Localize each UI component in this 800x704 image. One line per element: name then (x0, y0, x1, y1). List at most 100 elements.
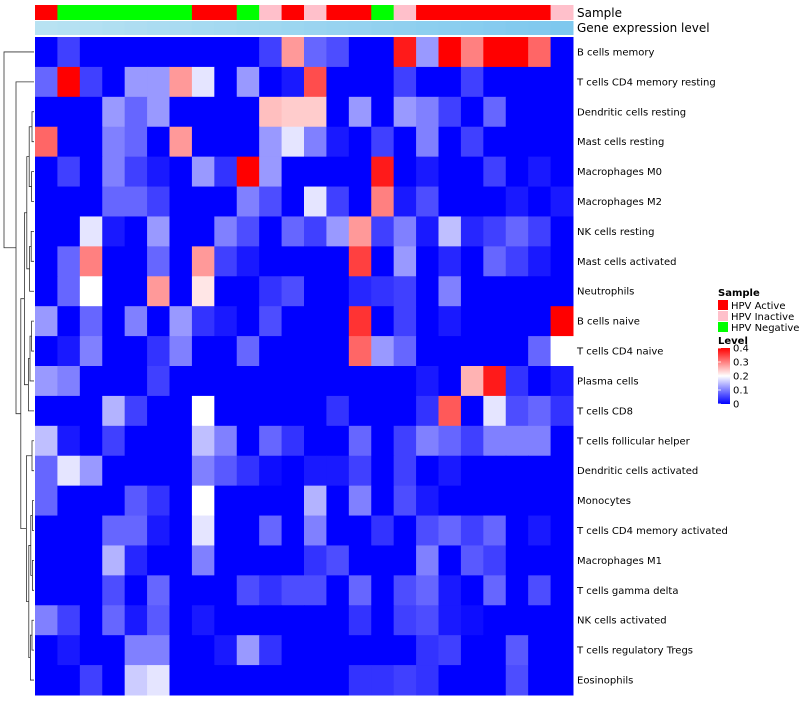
heatmap-cell (169, 366, 193, 397)
heatmap-cell (460, 186, 484, 217)
heatmap-cell (393, 37, 417, 68)
row-label: T cells CD4 naive (576, 347, 663, 358)
heatmap-cell (236, 306, 260, 337)
heatmap-cell (281, 37, 305, 68)
legend-sample-label: HPV Inactive (731, 312, 794, 323)
heatmap-cell (326, 216, 350, 247)
row-dendrogram (3, 51, 34, 681)
heatmap-cell (416, 515, 439, 546)
gene-level-cell-21 (483, 21, 507, 35)
heatmap-cell (371, 306, 395, 337)
heatmap-cell (550, 605, 574, 636)
sample-cell-24 (550, 5, 574, 20)
heatmap-cell (79, 485, 103, 517)
heatmap-cell (348, 605, 372, 636)
heatmap-cell (79, 37, 103, 68)
heatmap-cell (259, 665, 283, 696)
heatmap-cell (528, 96, 552, 128)
heatmap-cell (214, 246, 238, 277)
sample-cell-23 (528, 5, 552, 20)
heatmap-cell (460, 665, 484, 696)
heatmap-cell (281, 156, 305, 188)
heatmap-cell (214, 575, 238, 606)
heatmap-cell (35, 156, 58, 188)
heatmap-cell (416, 246, 439, 277)
heatmap-cell (191, 66, 215, 98)
sample-cell-11 (259, 5, 283, 20)
heatmap-cell (528, 276, 552, 307)
heatmap-cell (124, 37, 148, 68)
dendrogram-branch (3, 51, 34, 249)
heatmap-cell (505, 66, 529, 98)
heatmap-cell (438, 665, 462, 696)
heatmap-cell (393, 545, 417, 576)
heatmap-cell (124, 66, 148, 98)
row-label: T cells regulatory Tregs (576, 646, 693, 657)
heatmap-cell (102, 156, 126, 188)
heatmap-cell (393, 186, 417, 217)
heatmap-cell (505, 455, 529, 487)
heatmap-cell (483, 635, 507, 666)
heatmap-cell (236, 455, 260, 487)
heatmap-cell (259, 336, 283, 367)
heatmap-cell (169, 96, 193, 128)
heatmap-cell (438, 306, 462, 337)
heatmap-cell (191, 366, 215, 397)
dendrogram-branch (31, 320, 34, 352)
heatmap-cell (505, 336, 529, 367)
heatmap-cell (393, 96, 417, 128)
heatmap-cell (124, 156, 148, 188)
heatmap-cell (416, 306, 439, 337)
heatmap-cell (102, 276, 126, 307)
heatmap-cell (371, 635, 395, 666)
heatmap-cell (259, 37, 283, 68)
heatmap-cell (348, 366, 372, 397)
heatmap-cell (326, 515, 350, 546)
heatmap-cell (460, 485, 484, 517)
sample-cell-16 (371, 5, 395, 20)
heatmap-cell (505, 545, 529, 576)
heatmap-cell (236, 186, 260, 217)
legend-tick-label: 0.4 (733, 344, 749, 355)
heatmap-cell (124, 276, 148, 307)
heatmap-cell (124, 96, 148, 128)
heatmap-cell (169, 246, 193, 277)
heatmap-cell (304, 425, 327, 457)
heatmap-cell (57, 515, 81, 546)
heatmap-cell (550, 575, 574, 606)
heatmap-cell (147, 635, 170, 666)
heatmap-cell (281, 216, 305, 247)
heatmap-cell (326, 395, 350, 427)
heatmap-cell (102, 66, 126, 98)
heatmap-cell (371, 126, 395, 158)
heatmap-cell (528, 336, 552, 367)
heatmap-cell (259, 156, 283, 188)
heatmap-cell (393, 216, 417, 247)
heatmap-cell (57, 425, 81, 457)
dendrogram-branch (20, 298, 27, 530)
heatmap-cell (550, 485, 574, 517)
heatmap-cell (528, 605, 552, 636)
heatmap-cell (371, 485, 395, 517)
gene-expression-annotation-track (35, 21, 574, 35)
heatmap-cell (371, 66, 395, 98)
heatmap-cell (214, 515, 238, 546)
heatmap-cell (124, 216, 148, 247)
heatmap-cell (416, 156, 439, 188)
heatmap-cell (483, 66, 507, 98)
heatmap-cell (460, 336, 484, 367)
heatmap-cell (236, 395, 260, 427)
gene-level-cell-6 (147, 21, 170, 35)
heatmap-cell (236, 66, 260, 98)
heatmap-cell (236, 366, 260, 397)
heatmap-cell (304, 336, 327, 367)
sample-cell-9 (214, 5, 238, 20)
heatmap-cell (102, 485, 126, 517)
heatmap-cell (281, 635, 305, 666)
heatmap-cell (393, 605, 417, 636)
heatmap-cell (438, 66, 462, 98)
row-label: Monocytes (577, 496, 631, 507)
dendrogram-branch (28, 358, 34, 412)
heatmap-cell (528, 455, 552, 487)
heatmap-cell (214, 156, 238, 188)
